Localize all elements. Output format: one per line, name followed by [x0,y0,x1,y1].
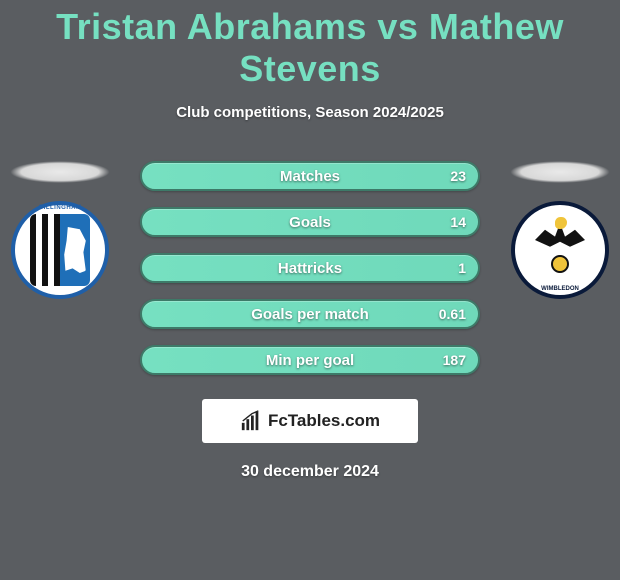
stat-value-right: 0.61 [439,306,466,322]
stat-row-goals: Goals 14 [140,207,480,237]
stat-value-right: 14 [450,214,466,230]
stat-value-right: 187 [443,352,466,368]
player-right-column: WIMBLEDON [510,161,610,299]
player-right-placeholder [510,161,610,183]
ball-icon [551,255,569,273]
stat-label: Min per goal [266,352,354,369]
horse-icon [63,227,87,273]
player-left-placeholder [10,161,110,183]
stat-label: Matches [280,168,340,185]
eagle-head-icon [555,217,567,229]
subtitle: Club competitions, Season 2024/2025 [0,104,620,121]
comparison-content: GILLINGHAM WIMB [0,161,620,481]
stat-row-matches: Matches 23 [140,161,480,191]
badge-text-ring: WIMBLEDON [515,286,605,292]
stat-row-hattricks: Hattricks 1 [140,253,480,283]
brand-box[interactable]: FcTables.com [202,399,418,443]
stat-value-right: 23 [450,168,466,184]
player-left-column: GILLINGHAM [10,161,110,299]
brand-text: FcTables.com [268,411,380,431]
club-badge-right: WIMBLEDON [511,201,609,299]
date-text: 30 december 2024 [0,463,620,481]
stat-label: Goals per match [251,306,369,323]
club-badge-left: GILLINGHAM [11,201,109,299]
page-title: Tristan Abrahams vs Mathew Stevens [0,0,620,90]
chart-bars-icon [240,410,262,432]
stat-value-right: 1 [458,260,466,276]
badge-text-ring: GILLINGHAM [15,205,105,211]
stat-row-goals-per-match: Goals per match 0.61 [140,299,480,329]
stat-label: Goals [289,214,331,231]
badge-inner [30,214,90,286]
stat-row-min-per-goal: Min per goal 187 [140,345,480,375]
stat-label: Hattricks [278,260,342,277]
badge-inner [525,215,595,285]
